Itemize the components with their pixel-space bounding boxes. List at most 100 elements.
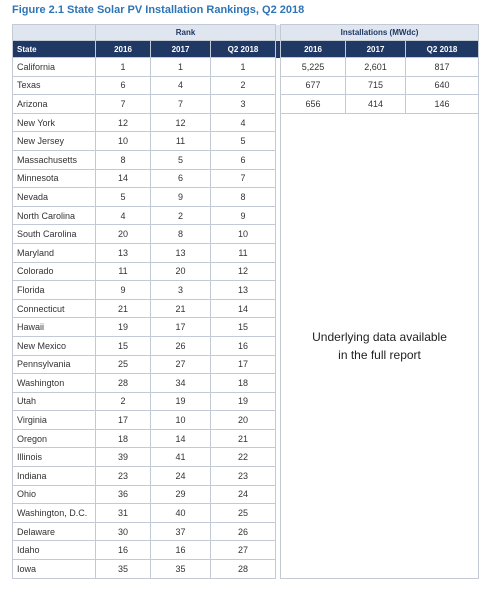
value-cell: 7 bbox=[209, 168, 277, 189]
table-row: Massachusetts 8 5 6 bbox=[12, 149, 479, 170]
table-row: Colorado 11 20 12 bbox=[12, 261, 479, 282]
column-header: State bbox=[12, 40, 96, 58]
gap bbox=[275, 485, 281, 504]
value-cell: 640 bbox=[405, 75, 480, 96]
table-row: Hawaii 19 17 15 bbox=[12, 317, 479, 337]
value-cell: 5 bbox=[150, 149, 211, 170]
note-cell: Underlying data available in the full re… bbox=[280, 112, 480, 579]
gap bbox=[275, 503, 281, 523]
value-cell: 16 bbox=[209, 335, 277, 356]
value-cell: 9 bbox=[95, 280, 151, 300]
table-row: Connecticut 21 21 14 bbox=[12, 298, 479, 319]
column-header: 2017 bbox=[345, 40, 407, 58]
table-row: North Carolina 4 2 9 bbox=[12, 205, 479, 226]
table-row: New Mexico 15 26 16 bbox=[12, 335, 479, 356]
value-cell: 16 bbox=[150, 540, 211, 561]
table-row: Arizona 7 7 3 656 414 146 bbox=[12, 94, 480, 114]
value-cell: 22 bbox=[209, 447, 277, 468]
value-cell: 20 bbox=[209, 410, 277, 430]
table-row: Virginia 17 10 20 bbox=[12, 410, 479, 430]
value-cell: 146 bbox=[405, 94, 480, 114]
value-cell: 34 bbox=[150, 373, 211, 393]
table-row: Illinois 39 41 22 bbox=[12, 447, 479, 468]
state-cell: New York bbox=[12, 112, 96, 133]
state-cell: New Jersey bbox=[12, 131, 96, 151]
gap bbox=[275, 447, 281, 467]
value-cell: 656 bbox=[280, 94, 347, 114]
value-cell: 11 bbox=[209, 242, 277, 263]
value-cell: 20 bbox=[150, 261, 211, 282]
gap bbox=[275, 187, 281, 207]
table-row: Washington, D.C. 31 40 25 bbox=[12, 503, 479, 523]
group-header-row: Rank Installations (MWdc) bbox=[12, 24, 480, 41]
value-cell: 8 bbox=[209, 187, 277, 207]
value-cell: 817 bbox=[405, 57, 480, 77]
table-row: New York 12 12 4 Underlying data available i… bbox=[12, 112, 480, 579]
gap bbox=[275, 317, 281, 337]
column-header: Q2 2018 bbox=[209, 40, 277, 58]
gap bbox=[275, 169, 281, 188]
gap bbox=[275, 150, 281, 170]
state-cell: Pennsylvania bbox=[12, 354, 96, 375]
value-cell: 8 bbox=[95, 149, 151, 170]
value-cell: 27 bbox=[150, 354, 211, 375]
gap bbox=[275, 24, 281, 41]
group-header: Installations (MWdc) bbox=[280, 24, 480, 41]
value-cell: 14 bbox=[209, 298, 277, 319]
value-cell: 12 bbox=[209, 261, 277, 282]
table-row: New Jersey 10 11 5 bbox=[12, 131, 479, 151]
gap bbox=[275, 206, 281, 225]
value-cell: 28 bbox=[209, 559, 277, 579]
value-cell: 35 bbox=[95, 559, 151, 579]
gap bbox=[275, 57, 281, 77]
table-row: Idaho 16 16 27 bbox=[12, 540, 479, 561]
table-row: Florida 9 3 13 bbox=[12, 280, 479, 300]
value-cell: 13 bbox=[209, 280, 277, 300]
gap bbox=[275, 392, 281, 411]
table-body: California 1 1 1 5,225 2,601 817 Texas 6 4 2 677 715… bbox=[12, 57, 480, 579]
state-cell: Delaware bbox=[12, 521, 96, 542]
gap bbox=[275, 262, 281, 281]
value-cell: 30 bbox=[95, 521, 151, 542]
value-cell: 13 bbox=[150, 242, 211, 263]
value-cell: 10 bbox=[150, 410, 211, 430]
table-row: Oregon 18 14 21 bbox=[12, 428, 479, 449]
value-cell: 2 bbox=[95, 391, 151, 412]
value-cell: 36 bbox=[95, 484, 151, 505]
gap bbox=[275, 94, 281, 114]
state-cell: Colorado bbox=[12, 261, 96, 282]
value-cell: 18 bbox=[209, 373, 277, 393]
group-header: Rank bbox=[94, 24, 277, 41]
value-cell: 24 bbox=[209, 484, 277, 505]
state-cell: Washington bbox=[12, 373, 96, 393]
value-cell: 3 bbox=[209, 94, 277, 114]
value-cell: 2 bbox=[209, 75, 277, 96]
column-header: 2016 bbox=[95, 40, 151, 58]
value-cell: 10 bbox=[209, 224, 277, 244]
table-row: Pennsylvania 25 27 17 bbox=[12, 354, 479, 375]
value-cell: 21 bbox=[150, 298, 211, 319]
state-cell: Texas bbox=[12, 75, 96, 96]
state-cell: Utah bbox=[12, 391, 96, 412]
value-cell: 14 bbox=[95, 168, 151, 189]
value-cell: 17 bbox=[95, 410, 151, 430]
value-cell: 29 bbox=[150, 484, 211, 505]
value-cell: 19 bbox=[150, 391, 211, 412]
gap bbox=[275, 429, 281, 448]
gap bbox=[275, 113, 281, 132]
value-cell: 28 bbox=[95, 373, 151, 393]
gap bbox=[275, 224, 281, 244]
value-cell: 11 bbox=[150, 131, 211, 151]
value-cell: 31 bbox=[95, 503, 151, 523]
gap bbox=[275, 280, 281, 300]
gap bbox=[275, 76, 281, 95]
value-cell: 25 bbox=[95, 354, 151, 375]
state-cell: Nevada bbox=[12, 187, 96, 207]
gap bbox=[275, 336, 281, 355]
value-cell: 9 bbox=[209, 205, 277, 226]
state-cell: Massachusetts bbox=[12, 149, 96, 170]
value-cell: 2,601 bbox=[345, 57, 407, 77]
value-cell: 27 bbox=[209, 540, 277, 561]
rankings-table: Rank Installations (MWdc) State 2016 201… bbox=[12, 24, 480, 579]
value-cell: 414 bbox=[345, 94, 407, 114]
